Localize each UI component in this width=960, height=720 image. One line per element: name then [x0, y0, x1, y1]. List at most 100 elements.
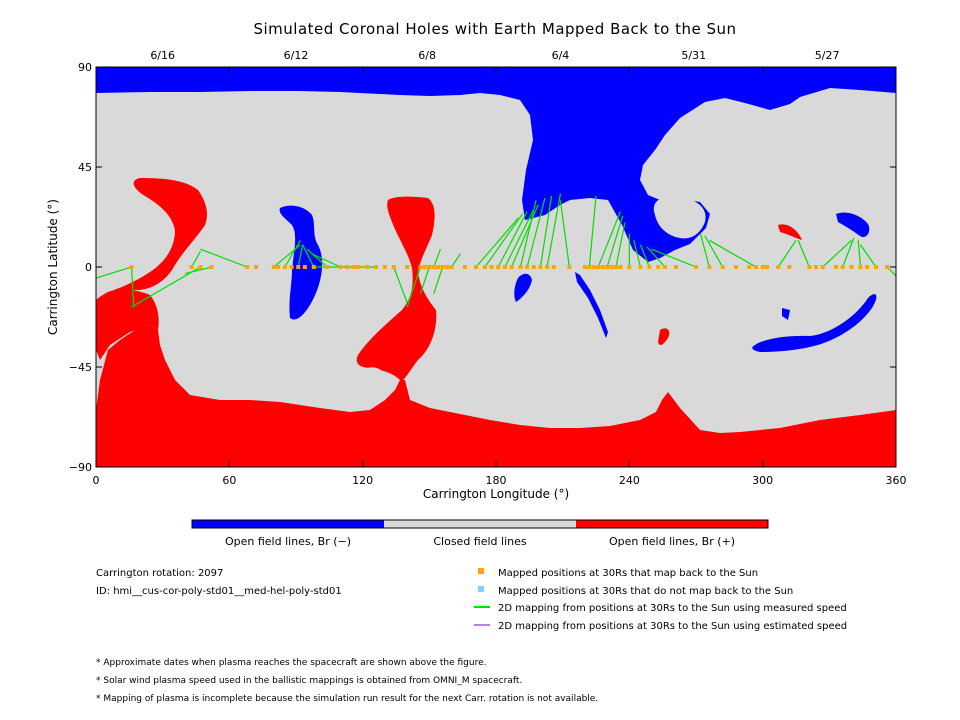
mapping-line [311, 253, 341, 268]
mapped-point [647, 265, 652, 269]
mapped-point [531, 265, 536, 269]
mapped-point [807, 265, 812, 269]
closed-bubble-south [358, 367, 385, 387]
mapped-point [609, 265, 614, 269]
mapped-point [345, 265, 350, 269]
colorbar-frame [191, 519, 769, 529]
mapped-point [245, 265, 250, 269]
positive-hole-lon310 [778, 224, 802, 240]
footnote-1: * Approximate dates when plasma reaches … [96, 658, 487, 668]
mapped-point [618, 265, 623, 269]
mapped-point [325, 265, 330, 269]
coronal-hole-south-spot [782, 308, 790, 320]
mapping-line [546, 193, 562, 268]
mapping-line [419, 266, 430, 294]
legend-label-measured: 2D mapping from positions at 30Rs to the… [498, 603, 847, 614]
mapping-line [606, 215, 624, 268]
mapped-point [489, 265, 494, 269]
mapped-point [351, 265, 356, 269]
mapped-point [474, 265, 478, 269]
date-label: 6/16 [150, 49, 175, 62]
mapped-point [720, 265, 725, 269]
mapped-point [567, 265, 572, 269]
mapped-point [311, 265, 316, 269]
map-regions [96, 67, 896, 467]
colorbar-segment-positive [576, 520, 768, 528]
mapped-point [747, 265, 752, 269]
mapped-point [436, 265, 441, 269]
mapping-line [191, 251, 201, 268]
mapping-line [699, 233, 710, 268]
mapping-line [284, 240, 301, 268]
mapped-point [874, 265, 878, 269]
coronal-hole-lon340 [836, 212, 870, 238]
mapped-point [858, 265, 863, 269]
mapping-line [433, 266, 444, 294]
colorbar-label-negative: Open field lines, Br (−) [225, 535, 351, 548]
mapped-point [834, 265, 838, 269]
mapped-point [545, 265, 550, 269]
colorbar: Open field lines, Br (−) Closed field li… [191, 519, 769, 548]
mapping-line [633, 240, 642, 268]
mapped-point [374, 265, 378, 269]
mapping-line [95, 266, 132, 279]
mapping-line [777, 240, 797, 268]
mapped-point [198, 265, 203, 269]
mapped-point [627, 265, 632, 269]
mapping-line [497, 211, 528, 268]
mapping-line [393, 266, 408, 303]
mapping-line [200, 248, 248, 268]
mapped-point [865, 265, 870, 269]
mapped-point [391, 265, 396, 269]
mapped-point [271, 265, 276, 269]
mapped-point [605, 265, 610, 269]
mapped-point [734, 265, 738, 269]
mapping-line [519, 200, 537, 268]
mapped-point [282, 265, 287, 269]
x-tick-label: 300 [752, 474, 773, 487]
colorbar-segment-negative [192, 520, 384, 528]
y-tick-label: 90 [78, 61, 92, 74]
mapped-point [289, 265, 294, 269]
mapped-point [587, 265, 592, 269]
mapping-line [184, 266, 212, 275]
footnote-3: * Mapping of plasma is incomplete becaus… [96, 694, 598, 704]
date-label: 5/27 [815, 49, 840, 62]
mapped-point [502, 265, 507, 269]
x-tick-label: 240 [619, 474, 640, 487]
mapped-point [276, 265, 281, 269]
mapped-point [754, 265, 758, 269]
mapped-point [431, 265, 436, 269]
x-axis-label: Carrington Longitude (°) [423, 487, 569, 501]
mapping-line [615, 222, 626, 268]
mapped-point [614, 265, 618, 269]
positive-hole-lon145 [356, 196, 437, 381]
carrington-rotation: Carrington rotation: 2097 [96, 568, 223, 579]
mapping-line [526, 197, 546, 268]
mapped-point [591, 265, 596, 269]
mapped-point [525, 265, 530, 269]
axes-layer: 0 60 120 180 240 300 360 90 45 0 −45 −90 6/16 6/12 6/8… [69, 49, 907, 487]
mapping-line [131, 266, 201, 308]
mapped-point [189, 265, 194, 269]
mapped-point [674, 265, 678, 269]
mapped-point [849, 265, 854, 269]
closed-bubble [653, 196, 706, 239]
mapping-line [651, 248, 697, 268]
colorbar-segment-closed [384, 520, 576, 528]
run-id: ID: hmi__cus-cor-poly-std01__med-hel-pol… [96, 586, 342, 597]
y-tick-label: −45 [69, 361, 92, 374]
mapping-line [406, 266, 422, 308]
mapped-point [356, 265, 361, 269]
positive-hole-lon255 [658, 328, 670, 345]
mapping-line [130, 266, 135, 308]
mapping-line [539, 195, 553, 268]
mapped-point [776, 265, 781, 269]
mapped-point [885, 265, 890, 269]
mapped-point [638, 265, 643, 269]
mapped-point [440, 265, 445, 269]
mapping-line [475, 217, 519, 268]
coronal-hole-lon90 [279, 205, 323, 320]
mapping-line [857, 240, 862, 268]
